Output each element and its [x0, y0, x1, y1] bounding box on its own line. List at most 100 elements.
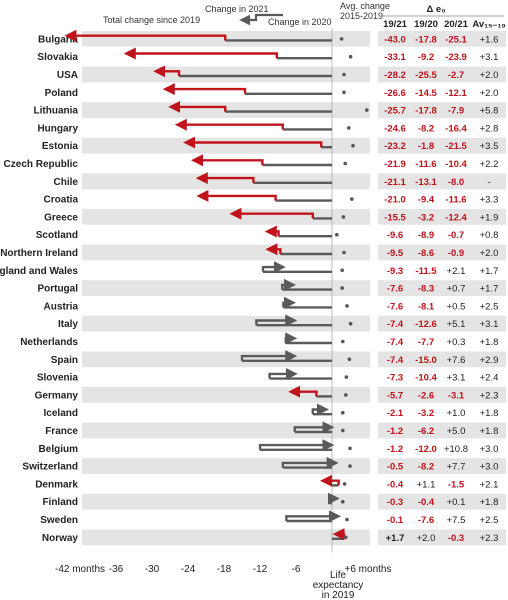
table-cell-t1: -0.3 [387, 497, 403, 508]
table-cell-t4: +2.3 [480, 533, 499, 544]
table-stripe [378, 209, 506, 225]
avg-change-dot [350, 197, 354, 201]
table-cell-t4: +3.1 [480, 319, 499, 330]
table-cell-t2: -11.6 [415, 159, 436, 170]
x-tick-label: -6 [292, 564, 301, 575]
table-cell-t4: +2.8 [480, 123, 499, 134]
bar-2021 [153, 65, 181, 78]
avg-change-dot [345, 304, 349, 308]
country-label: Iceland [44, 408, 78, 419]
table-cell-t1: -1.2 [387, 444, 403, 455]
bar-2021 [265, 243, 282, 256]
bar-2021 [284, 332, 298, 345]
legend-total-change: Total change since 2019 [103, 15, 200, 25]
bar-2021 [123, 47, 278, 60]
bar-2021 [183, 136, 323, 149]
row-stripe [82, 493, 370, 510]
bar-2021 [264, 225, 280, 238]
table-cell-t1: -1.2 [387, 426, 403, 437]
country-label: Greece [44, 212, 78, 223]
table-cell-t1: -7.6 [387, 284, 403, 295]
table-cell-t2: -17.8 [415, 106, 437, 117]
table-cell-t2: -7.7 [418, 337, 434, 348]
table-cell-t4: +2.2 [480, 159, 499, 170]
table-cell-t4: +2.5 [480, 515, 499, 526]
table-cell-t4: +1.8 [480, 497, 499, 508]
country-label: Chile [54, 177, 79, 188]
table-cell-t2: -9.4 [418, 195, 435, 206]
country-label: Croatia [44, 195, 79, 206]
bar-2021 [258, 439, 335, 452]
header-col2: 19/20 [414, 19, 438, 30]
row-stripe [82, 244, 370, 261]
x-tick-label: -12 [253, 564, 268, 575]
bar-2021 [240, 350, 298, 363]
table-cell-t3: -8.0 [448, 177, 464, 188]
table-cell-t2: -1.8 [418, 141, 434, 152]
table-cell-t2: -9.2 [418, 52, 434, 63]
table-cell-t3: +5.0 [447, 426, 466, 437]
avg-change-dot [341, 499, 345, 504]
table-cell-t3: +2.1 [447, 266, 466, 277]
table-cell-t4: - [487, 177, 490, 188]
bar-2021 [64, 29, 227, 42]
country-label: Denmark [35, 479, 78, 490]
table-stripe [378, 458, 506, 474]
table-cell-t3: -7.9 [448, 106, 464, 117]
table-cell-t4: +2.9 [480, 355, 499, 366]
avg-change-dot [335, 232, 339, 237]
country-label: France [45, 426, 78, 437]
chart-rows: Bulgaria -43.0 -17.8 -25.1 +1.6 Slovakia -33.1… [0, 29, 499, 544]
avg-change-dot [348, 321, 353, 326]
table-cell-t2: -8.9 [418, 230, 434, 241]
legend-avg-change-line2: 2015-2019 [340, 11, 383, 21]
legend-change-2021: Change in 2021 [205, 4, 269, 14]
table-cell-t3: -0.7 [448, 230, 464, 241]
avg-change-dot [344, 535, 348, 540]
country-label: Scotland [36, 230, 78, 241]
table-stripe [378, 493, 506, 510]
header-col3: 20/21 [444, 19, 468, 30]
avg-change-dot [365, 108, 369, 112]
table-cell-t4: +3.1 [480, 52, 499, 63]
zero-label-line3: in 2019 [322, 590, 355, 600]
avg-change-dot [348, 54, 353, 59]
table-stripe [378, 102, 506, 118]
avg-change-dot [344, 393, 348, 397]
table-stripe [378, 529, 506, 546]
country-label: Finland [42, 497, 78, 508]
table-cell-t1: -21.9 [384, 159, 406, 170]
table-cell-t3: -12.1 [445, 88, 467, 99]
table-cell-t1: -15.5 [384, 212, 406, 223]
country-label: England and Wales [0, 266, 78, 277]
country-label: Austria [44, 301, 79, 312]
table-cell-t4: +0.8 [480, 230, 499, 241]
table-cell-t2: -8.6 [418, 248, 434, 259]
country-label: Bulgaria [38, 34, 78, 45]
table-cell-t4: +3.0 [480, 444, 499, 455]
table-cell-t4: +2.0 [480, 88, 499, 99]
table-stripe [378, 244, 506, 261]
table-cell-t3: +7.7 [447, 462, 466, 473]
country-label: Netherlands [20, 337, 78, 348]
table-cell-t1: -7.4 [387, 319, 404, 330]
row-stripe [82, 351, 370, 368]
table-stripe [378, 351, 506, 368]
table-cell-t4: +2.1 [480, 479, 499, 490]
table-cell-t1: -0.5 [387, 462, 404, 473]
table-stripe [378, 31, 506, 47]
legend-change-2020: Change in 2020 [268, 17, 332, 27]
table-cell-t3: -23.9 [445, 52, 467, 63]
avg-change-dot [341, 410, 345, 415]
table-cell-t3: -21.5 [445, 141, 467, 152]
avg-change-dot [341, 428, 345, 433]
table-stripe [378, 137, 506, 154]
country-label: Sweden [40, 515, 78, 526]
bar-2021 [282, 296, 296, 309]
table-cell-t1: -7.4 [387, 337, 404, 348]
table-cell-t2: -12.0 [415, 444, 437, 455]
bar-2021 [255, 314, 298, 327]
row-stripe [82, 173, 370, 190]
table-cell-t4: +2.0 [480, 248, 499, 259]
header-delta: Δ e₀ [426, 4, 445, 15]
